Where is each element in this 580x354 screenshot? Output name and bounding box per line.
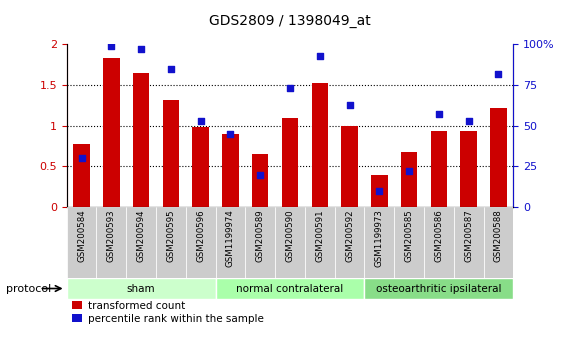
Point: [226, 131, 235, 137]
Point: [256, 172, 265, 177]
Bar: [371, 175, 387, 207]
Text: GSM200593: GSM200593: [107, 209, 116, 262]
Text: GSM200594: GSM200594: [137, 209, 146, 262]
Bar: [305, 207, 335, 278]
Bar: [193, 127, 209, 207]
Text: osteoarthritic ipsilateral: osteoarthritic ipsilateral: [376, 284, 502, 293]
Bar: [364, 278, 513, 299]
Text: GSM200589: GSM200589: [256, 209, 264, 262]
Bar: [364, 207, 394, 278]
Text: GSM200586: GSM200586: [434, 209, 443, 262]
Bar: [245, 207, 275, 278]
Bar: [431, 131, 447, 207]
Bar: [126, 207, 156, 278]
Bar: [401, 152, 417, 207]
Bar: [74, 144, 90, 207]
Point: [77, 155, 86, 161]
Point: [315, 53, 324, 58]
Point: [196, 118, 205, 124]
Bar: [335, 207, 364, 278]
Bar: [156, 207, 186, 278]
Bar: [282, 118, 298, 207]
Text: GSM200591: GSM200591: [316, 209, 324, 262]
Text: protocol: protocol: [6, 284, 51, 293]
Point: [166, 66, 176, 72]
Bar: [216, 207, 245, 278]
Point: [434, 112, 444, 117]
Bar: [275, 207, 305, 278]
Text: GSM200584: GSM200584: [77, 209, 86, 262]
Bar: [67, 207, 96, 278]
Text: GSM200588: GSM200588: [494, 209, 503, 262]
Text: GSM200596: GSM200596: [196, 209, 205, 262]
Bar: [222, 134, 238, 207]
Bar: [484, 207, 513, 278]
Bar: [186, 207, 216, 278]
Bar: [461, 131, 477, 207]
Point: [494, 71, 503, 76]
Bar: [424, 207, 454, 278]
Bar: [252, 154, 269, 207]
Text: GSM200590: GSM200590: [285, 209, 295, 262]
Point: [285, 85, 295, 91]
Text: normal contralateral: normal contralateral: [237, 284, 343, 293]
Text: GSM200587: GSM200587: [464, 209, 473, 262]
Bar: [163, 99, 179, 207]
Bar: [103, 58, 119, 207]
Bar: [96, 207, 126, 278]
Text: GSM200592: GSM200592: [345, 209, 354, 262]
Point: [345, 102, 354, 107]
Text: GSM1199973: GSM1199973: [375, 209, 384, 267]
Text: sham: sham: [127, 284, 155, 293]
Bar: [394, 207, 424, 278]
Text: GSM1199974: GSM1199974: [226, 209, 235, 267]
Text: GSM200595: GSM200595: [166, 209, 175, 262]
Point: [464, 118, 473, 124]
Bar: [454, 207, 484, 278]
Bar: [133, 73, 149, 207]
Bar: [490, 108, 506, 207]
Text: GSM200585: GSM200585: [405, 209, 414, 262]
Bar: [342, 126, 358, 207]
Point: [404, 169, 414, 174]
Bar: [311, 83, 328, 207]
Legend: transformed count, percentile rank within the sample: transformed count, percentile rank withi…: [72, 301, 263, 324]
Point: [375, 188, 384, 194]
Point: [107, 43, 116, 49]
Point: [136, 46, 146, 52]
Text: GDS2809 / 1398049_at: GDS2809 / 1398049_at: [209, 14, 371, 28]
Bar: [67, 278, 216, 299]
Bar: [216, 278, 364, 299]
